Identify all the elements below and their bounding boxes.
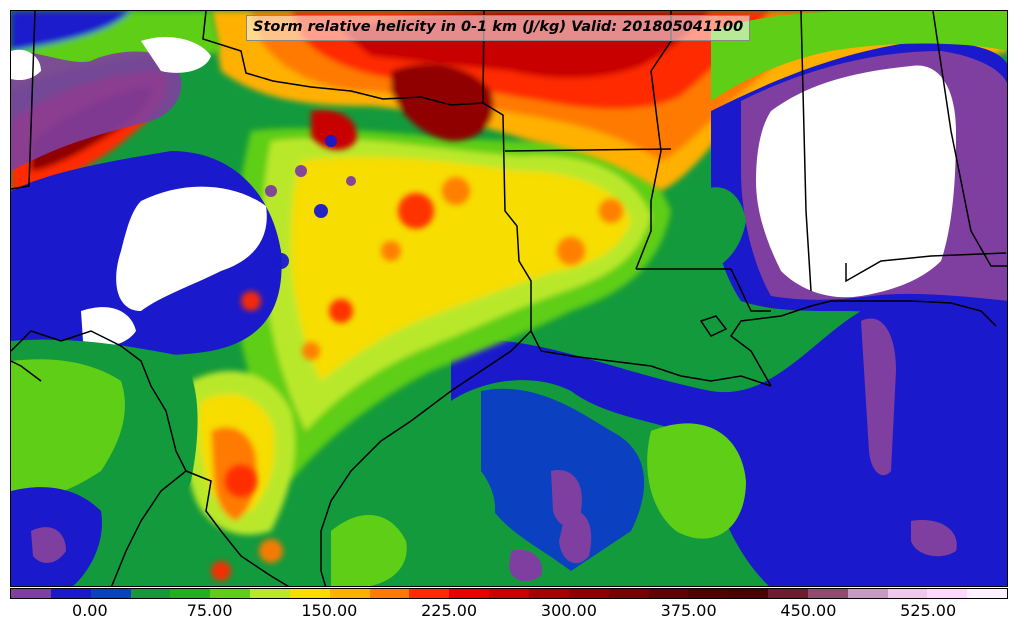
colorbar-segment [887, 589, 908, 598]
colorbar-segment [289, 589, 310, 598]
colorbar-segment [947, 589, 968, 598]
colorbar-segment [807, 589, 828, 598]
colorbar-tick-label: 300.00 [540, 601, 597, 620]
colorbar-segment [90, 589, 111, 598]
east-field [701, 11, 1007, 331]
colorbar-tick-label: 150.00 [301, 601, 358, 620]
land-field [184, 128, 671, 535]
colorbar-segment [847, 589, 868, 598]
colorbar-tick-label: 75.00 [186, 601, 233, 620]
map-title: Storm relative helicity in 0-1 km (J/kg)… [246, 15, 751, 41]
colorbar [10, 588, 1008, 599]
helicity-map [10, 10, 1008, 587]
colorbar-segment [568, 589, 589, 598]
colorbar-segment [269, 589, 290, 598]
colorbar-segment [708, 589, 729, 598]
colorbar-segment [927, 589, 948, 598]
colorbar-segment [110, 589, 131, 598]
colorbar-segment [907, 589, 928, 598]
mottled-detail [211, 135, 623, 581]
colorbar-segment [170, 589, 191, 598]
colorbar-segment [130, 589, 151, 598]
colorbar-segment [409, 589, 430, 598]
colorbar-segment [250, 589, 270, 598]
colorbar-segment [210, 589, 231, 598]
colorbar-segment [748, 589, 769, 598]
colorbar-segment [588, 589, 609, 598]
west-field [11, 36, 282, 586]
colorbar-segment [668, 589, 689, 598]
colorbar-tick-label: 525.00 [900, 601, 957, 620]
colorbar-segment [70, 589, 91, 598]
colorbar-segment [429, 589, 450, 598]
boundaries [11, 11, 1007, 586]
colorbar-tick-label: 0.00 [72, 601, 108, 620]
map-svg [11, 11, 1007, 586]
colorbar-segment [967, 589, 988, 598]
colorbar-segment [688, 589, 709, 598]
colorbar-segment [309, 589, 330, 598]
colorbar-segment [787, 589, 808, 598]
colorbar-segment [867, 589, 888, 598]
colorbar-segment [469, 589, 490, 598]
colorbar-segment [528, 589, 549, 598]
colorbar-segment [11, 589, 31, 598]
colorbar-tick-label: 225.00 [421, 601, 478, 620]
colorbar-segment [369, 589, 390, 598]
colorbar-segment [608, 589, 629, 598]
gulf-field [311, 303, 1007, 586]
colorbar-segment [827, 589, 848, 598]
colorbar-segment [628, 589, 649, 598]
colorbar-segment [50, 589, 71, 598]
colorbar-ticks: 0.00 75.00 150.00 225.00 300.00 375.00 450.00 5… [10, 601, 1008, 625]
colorbar-tick-label: 375.00 [660, 601, 717, 620]
colorbar-segment [648, 589, 669, 598]
colorbar-segment [987, 589, 1008, 598]
colorbar-segment [329, 589, 350, 598]
colorbar-segment [768, 589, 788, 598]
colorbar-tick-label: 450.00 [780, 601, 837, 620]
colorbar-segment [230, 589, 251, 598]
colorbar-segment [509, 589, 529, 598]
colorbar-segment [489, 589, 510, 598]
colorbar-segment [349, 589, 370, 598]
colorbar-segment [449, 589, 470, 598]
colorbar-segment [30, 589, 51, 598]
colorbar-segment [728, 589, 749, 598]
colorbar-segment [150, 589, 171, 598]
colorbar-segment [389, 589, 410, 598]
colorbar-segment [190, 589, 211, 598]
colorbar-segment [548, 589, 569, 598]
